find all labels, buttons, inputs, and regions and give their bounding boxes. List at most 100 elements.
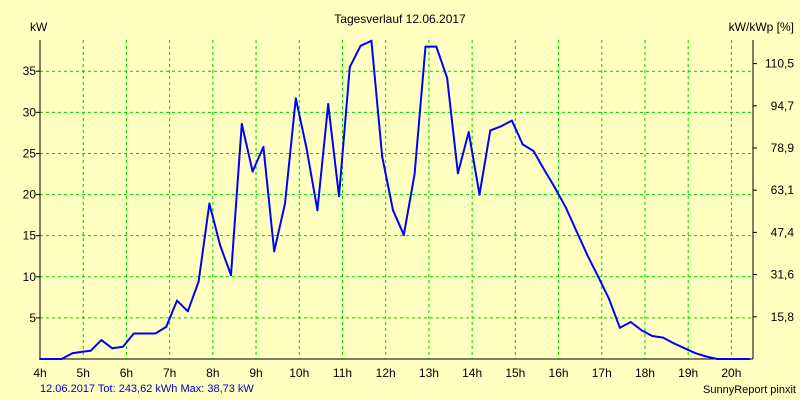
data-point bbox=[381, 155, 384, 158]
data-point bbox=[230, 274, 232, 277]
data-point bbox=[71, 352, 74, 355]
y-tick-label-left: 35 bbox=[23, 64, 37, 78]
data-point bbox=[618, 326, 621, 329]
x-tick-label: 20h bbox=[721, 366, 741, 380]
y-tick-label-right: 47,4 bbox=[771, 225, 795, 239]
data-point bbox=[132, 332, 135, 335]
data-point bbox=[521, 143, 524, 146]
grid bbox=[40, 40, 753, 359]
y-tick-label-left: 10 bbox=[23, 270, 37, 284]
data-point bbox=[737, 358, 740, 360]
x-tick-label: 8h bbox=[206, 366, 219, 380]
data-point bbox=[543, 168, 546, 171]
y-tick-label-right: 94,7 bbox=[771, 99, 795, 113]
data-point bbox=[446, 76, 449, 79]
data-point bbox=[327, 103, 330, 106]
data-point bbox=[532, 150, 535, 152]
data-point bbox=[338, 195, 340, 198]
data-point bbox=[294, 97, 297, 100]
data-point bbox=[510, 119, 513, 122]
y-tick-label-right: 31,6 bbox=[771, 268, 795, 282]
y-tick-label-left: 5 bbox=[29, 311, 36, 325]
plot-area bbox=[40, 40, 753, 359]
data-point bbox=[111, 347, 114, 350]
data-point bbox=[392, 209, 394, 212]
x-tick-label: 7h bbox=[163, 366, 176, 380]
y-axis-right-label: kW/kWp [%] bbox=[729, 20, 794, 34]
data-point bbox=[424, 45, 427, 48]
data-point bbox=[489, 129, 492, 132]
data-point bbox=[316, 209, 319, 212]
chart-title: Tagesverlauf 12.06.2017 bbox=[334, 12, 466, 26]
data-point bbox=[748, 358, 751, 360]
data-point bbox=[694, 352, 697, 355]
y-axis-left-label: kW bbox=[30, 20, 48, 34]
data-point bbox=[575, 230, 578, 233]
data-point bbox=[554, 187, 557, 189]
data-point bbox=[651, 335, 654, 337]
x-tick-label: 12h bbox=[376, 366, 396, 380]
x-tick-labels: 4h 5h 6h 7h 8h 9h 10h 11h 12h 13h 14h 15h 16h 17h 18h 1… bbox=[33, 366, 741, 380]
data-point bbox=[683, 347, 686, 350]
data-point bbox=[219, 244, 222, 247]
data-point bbox=[89, 349, 92, 352]
x-tick-label: 6h bbox=[120, 366, 133, 380]
data-point bbox=[197, 280, 200, 283]
y-tick-label-right: 110,5 bbox=[765, 57, 794, 71]
data-point bbox=[370, 39, 373, 42]
x-tick-label: 10h bbox=[289, 366, 309, 380]
data-point bbox=[39, 358, 41, 360]
footer-summary: 12.06.2017 Tot: 243,62 kWh Max: 38,73 kW bbox=[40, 383, 254, 395]
data-point bbox=[608, 298, 611, 300]
data-point bbox=[716, 358, 719, 360]
data-point bbox=[208, 202, 211, 205]
data-point bbox=[251, 170, 254, 173]
data-point bbox=[456, 172, 459, 175]
x-tick-label: 5h bbox=[77, 366, 90, 380]
x-tick-label: 19h bbox=[678, 366, 698, 380]
data-point bbox=[662, 336, 665, 339]
y-tick-label-left: 20 bbox=[23, 188, 37, 202]
x-tick-label: 18h bbox=[635, 366, 655, 380]
y-tick-label-right: 63,1 bbox=[771, 183, 795, 197]
footer-credit: SunnyReport pinxit bbox=[703, 384, 796, 396]
data-point bbox=[672, 342, 675, 345]
x-tick-label: 15h bbox=[505, 366, 525, 380]
data-point bbox=[60, 358, 63, 360]
x-tick-label: 13h bbox=[419, 366, 439, 380]
y-tick-labels-left: 5 10 15 20 25 30 35 bbox=[23, 64, 37, 325]
data-point bbox=[413, 173, 416, 175]
data-point bbox=[273, 250, 276, 253]
x-tick-label: 14h bbox=[462, 366, 482, 380]
data-point bbox=[240, 122, 243, 125]
data-point bbox=[165, 325, 168, 328]
data-point bbox=[726, 358, 729, 360]
x-tick-label: 4h bbox=[33, 366, 46, 380]
x-tick-label: 9h bbox=[249, 366, 262, 380]
y-tick-label-right: 78,9 bbox=[771, 141, 795, 155]
data-point bbox=[143, 332, 146, 335]
data-point bbox=[435, 45, 438, 48]
x-tick-label: 11h bbox=[333, 366, 352, 380]
data-point bbox=[305, 147, 308, 150]
data-point bbox=[262, 145, 265, 148]
data-point bbox=[186, 310, 189, 313]
y-tick-label-left: 30 bbox=[23, 105, 37, 119]
data-point bbox=[284, 202, 286, 205]
x-tick-label: 16h bbox=[549, 366, 569, 380]
data-point bbox=[705, 355, 708, 358]
data-point bbox=[500, 125, 503, 128]
data-point bbox=[348, 66, 351, 69]
data-point bbox=[176, 299, 178, 302]
data-point bbox=[154, 332, 157, 335]
y-tick-label-left: 25 bbox=[23, 146, 37, 160]
data-point bbox=[629, 321, 632, 323]
y-tick-label-left: 15 bbox=[23, 229, 37, 243]
data-point bbox=[402, 233, 405, 236]
data-point bbox=[82, 350, 85, 353]
data-point bbox=[122, 345, 124, 348]
data-point bbox=[359, 44, 362, 47]
y-tick-labels-right: 15,8 31,6 47,4 63,1 78,9 94,7 110,5 bbox=[765, 57, 794, 324]
data-point bbox=[564, 206, 567, 209]
